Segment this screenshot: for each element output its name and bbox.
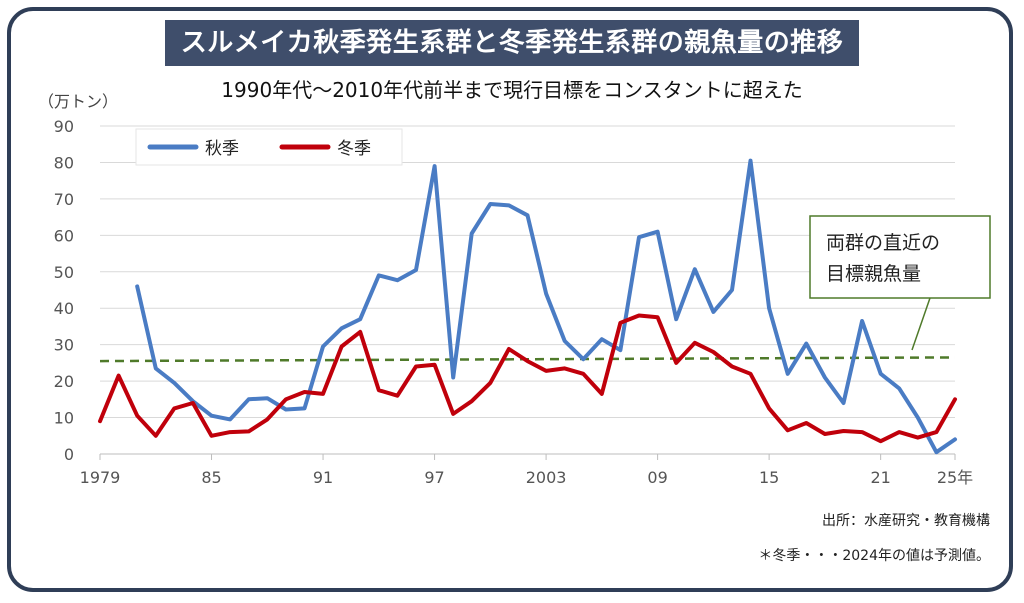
y-tick-60: 60 xyxy=(54,226,74,245)
footnote: ＊冬季・・・2024年の値は予測値。 xyxy=(758,548,990,564)
x-tick-1979: 1979 xyxy=(80,468,121,487)
x-tick-2009: 09 xyxy=(647,468,667,487)
y-tick-labels: 0 10 20 30 40 50 60 70 80 90 xyxy=(54,117,74,464)
x-tick-2025: 25年 xyxy=(937,468,973,487)
outer-frame xyxy=(7,7,1013,592)
y-tick-50: 50 xyxy=(54,263,74,282)
x-tick-1985: 85 xyxy=(201,468,221,487)
series-line-autumn xyxy=(135,158,957,455)
y-tick-20: 20 xyxy=(54,372,74,391)
legend: 秋季 冬季 xyxy=(135,128,403,166)
source-credit: 出所：水産研究・教育機構 xyxy=(822,513,990,529)
x-tick-1991: 91 xyxy=(313,468,333,487)
annotation-pointer xyxy=(911,297,931,351)
series-lines xyxy=(98,158,957,455)
y-tick-0: 0 xyxy=(64,445,74,464)
series-line-winter xyxy=(98,313,957,444)
legend-label-autumn: 秋季 xyxy=(205,139,239,159)
y-tick-30: 30 xyxy=(54,336,74,355)
annotation-box xyxy=(809,215,991,299)
legend-label-winter: 冬季 xyxy=(337,139,371,159)
x-tick-2015: 15 xyxy=(759,468,779,487)
y-tick-40: 40 xyxy=(54,299,74,318)
y-tick-80: 80 xyxy=(54,153,74,172)
chart-title: スルメイカ秋季発生系群と冬季発生系群の親魚量の推移 xyxy=(165,20,859,66)
annotation-line-1: 両群の直近の xyxy=(826,232,940,254)
y-tick-10: 10 xyxy=(54,409,74,428)
y-unit-label: （万トン） xyxy=(38,92,119,111)
annotation-line-2: 目標親魚量 xyxy=(826,263,921,285)
x-tick-2003: 2003 xyxy=(526,468,567,487)
target-annotation: 両群の直近の 目標親魚量 xyxy=(809,215,991,351)
x-tick-labels: 1979 85 91 97 2003 09 15 21 25年 xyxy=(80,468,974,487)
chart-subtitle: 1990年代～2010年代前半まで現行目標をコンスタントに超えた xyxy=(221,78,803,102)
x-tick-1997: 97 xyxy=(424,468,444,487)
y-tick-70: 70 xyxy=(54,190,74,209)
y-tick-90: 90 xyxy=(54,117,74,136)
x-tick-2021: 21 xyxy=(870,468,890,487)
